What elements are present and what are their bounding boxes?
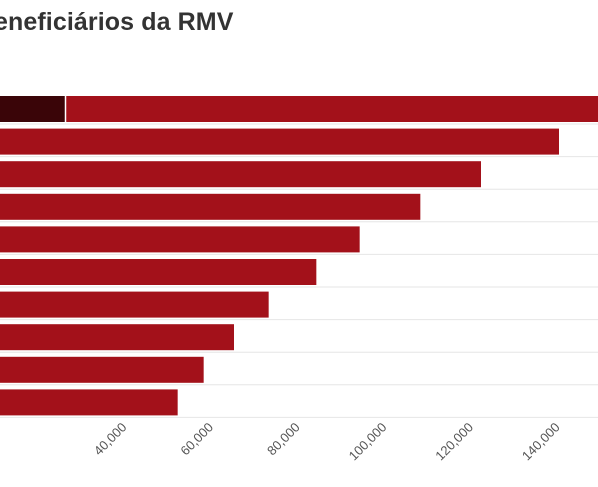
bar-2 (0, 128, 559, 155)
bar-3 (0, 161, 481, 188)
bar-1 (0, 96, 598, 122)
grid-lines (0, 123, 598, 418)
x-tick-label: 60,000 (177, 420, 216, 459)
bar-5 (0, 226, 360, 253)
bar-6 (0, 259, 317, 285)
x-tick-label: 80,000 (264, 420, 303, 459)
bar-8 (0, 324, 234, 351)
bar-4 (0, 193, 421, 220)
x-axis-ticks: 40,000 60,000 80,000 100,000 120,000 140,000 (91, 420, 563, 464)
x-tick-label: 40,000 (91, 420, 130, 459)
bar-7 (0, 291, 269, 318)
chart-title: eneficiários da RMV (0, 8, 234, 36)
x-tick-label: 140,000 (519, 420, 563, 464)
bar-1-highlight-segment (0, 96, 65, 122)
bar-10 (0, 389, 178, 416)
x-tick-label: 100,000 (346, 420, 390, 464)
bars (0, 96, 598, 416)
bar-9 (0, 356, 204, 383)
x-tick-label: 120,000 (432, 420, 476, 464)
